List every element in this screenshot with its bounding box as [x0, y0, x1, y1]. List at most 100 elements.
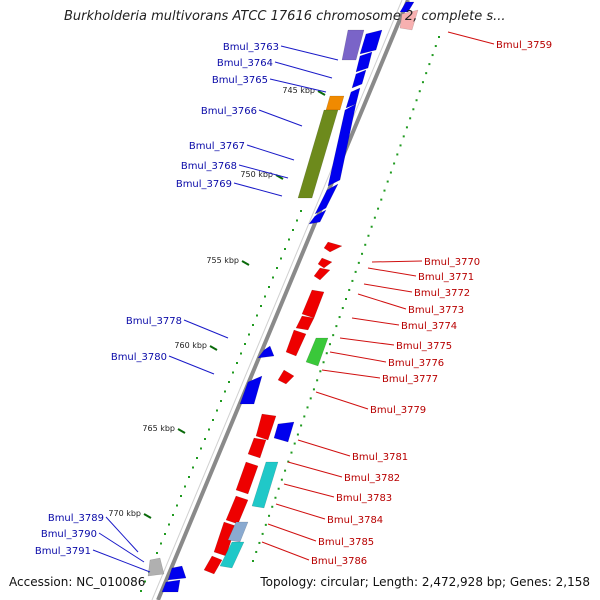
gc-dot	[367, 234, 370, 237]
misc-feature	[341, 29, 365, 61]
forward-leader-line	[105, 516, 139, 553]
gc-dot	[386, 180, 389, 183]
reverse-leader-line	[267, 523, 317, 542]
gc-dot	[300, 424, 303, 427]
reverse-gene	[313, 267, 331, 281]
gc-dot	[402, 135, 405, 138]
reverse-gene	[301, 289, 325, 319]
gc-dot	[168, 523, 170, 526]
gc-dot	[200, 447, 202, 450]
gc-dot	[290, 451, 293, 454]
reverse-gene-label: Bmul_3785	[318, 537, 374, 548]
gc-dot	[252, 324, 254, 326]
tick-mark	[177, 428, 186, 434]
gc-dot	[357, 261, 360, 264]
forward-leader-line	[274, 61, 333, 79]
gc-dot	[393, 162, 396, 165]
reverse-leader-line	[321, 369, 381, 379]
gc-dot	[399, 144, 402, 147]
tick-layer: 745 kbp 750 kbp 755 kbp 760 kbp 765 kbp 770 k…	[108, 86, 326, 519]
backbone-ring-inner	[151, 0, 403, 600]
gc-dot	[164, 533, 166, 535]
reverse-leader-line	[283, 483, 335, 498]
tick-label: 750 kbp	[240, 170, 273, 179]
reverse-gene-label: Bmul_3775	[396, 341, 452, 352]
gc-dot	[389, 171, 392, 174]
reverse-gene	[317, 257, 333, 269]
gc-dot	[272, 276, 274, 279]
gc-dot	[258, 541, 261, 544]
tick-label: 745 kbp	[282, 86, 315, 95]
gc-dot	[268, 514, 271, 517]
reverse-leader-line	[297, 439, 351, 457]
gc-dot	[409, 117, 412, 120]
reverse-gene	[277, 369, 295, 385]
gc-dot	[293, 442, 296, 445]
misc-feature	[251, 461, 279, 509]
gc-dot	[364, 243, 367, 246]
gc-dot	[224, 390, 226, 393]
gc-dot	[377, 207, 380, 210]
reverse-leader-line	[339, 337, 395, 346]
forward-gene	[308, 209, 327, 225]
reverse-leader-line	[261, 541, 310, 561]
reverse-leader-line	[357, 293, 407, 310]
forward-gene-label: Bmul_3763	[223, 42, 279, 53]
gc-dot	[348, 288, 351, 291]
gc-dot	[322, 361, 325, 364]
misc-feature	[297, 109, 339, 199]
gc-dot	[144, 580, 146, 583]
gc-dot	[212, 419, 214, 421]
reverse-leader-line	[329, 351, 387, 363]
reverse-leader-line	[371, 260, 423, 263]
reverse-gene-label: Bmul_3759	[496, 40, 552, 51]
gc-dot	[328, 343, 331, 346]
gc-dot	[338, 316, 341, 319]
reverse-gene-label: Bmul_3772	[414, 288, 470, 299]
map-title: Burkholderia multivorans ATCC 17616 chro…	[64, 9, 506, 24]
reverse-gene-label: Bmul_3782	[344, 473, 400, 484]
forward-gene	[239, 375, 263, 405]
reverse-leader-line	[315, 391, 369, 410]
reverse-gene	[295, 315, 315, 331]
forward-gene	[359, 29, 383, 55]
reverse-gene-label: Bmul_3773	[408, 305, 464, 316]
forward-gene	[257, 345, 275, 359]
gc-dot	[280, 257, 282, 260]
forward-leader-line	[280, 45, 339, 61]
gc-dot	[156, 552, 158, 554]
tick-mark	[143, 513, 152, 519]
gc-dot	[421, 81, 424, 84]
forward-gene-label: Bmul_3791	[35, 546, 91, 557]
gc-dot	[216, 409, 218, 412]
gc-dot	[335, 325, 338, 328]
gc-dot	[274, 496, 277, 499]
reverse-gene	[255, 413, 277, 441]
gc-dot	[160, 542, 162, 545]
gc-dot	[361, 252, 364, 255]
forward-leader-line	[168, 355, 215, 375]
tick-mark	[241, 260, 250, 266]
gc-dot	[220, 400, 222, 402]
forward-gene	[355, 51, 373, 73]
gc-dot	[172, 514, 174, 516]
gc-dot	[306, 406, 309, 409]
forward-leader-line	[238, 164, 289, 179]
reverse-leader-line	[367, 267, 417, 277]
forward-gene	[161, 579, 181, 593]
gc-dot	[264, 523, 267, 526]
gc-dot	[196, 457, 198, 459]
gc-dot	[271, 505, 274, 508]
misc-feature	[219, 541, 245, 569]
reverse-gene	[235, 461, 259, 495]
gc-dot	[240, 352, 242, 355]
gc-dot	[300, 210, 302, 212]
gc-dot	[204, 438, 206, 440]
reverse-gene-label: Bmul_3784	[327, 515, 383, 526]
tick-label: 765 kbp	[142, 424, 175, 433]
gc-dot	[425, 72, 428, 75]
reverse-gene	[285, 329, 307, 357]
gc-dot	[396, 153, 399, 156]
forward-gene	[167, 565, 187, 581]
reverse-gene-label: Bmul_3776	[388, 358, 444, 369]
